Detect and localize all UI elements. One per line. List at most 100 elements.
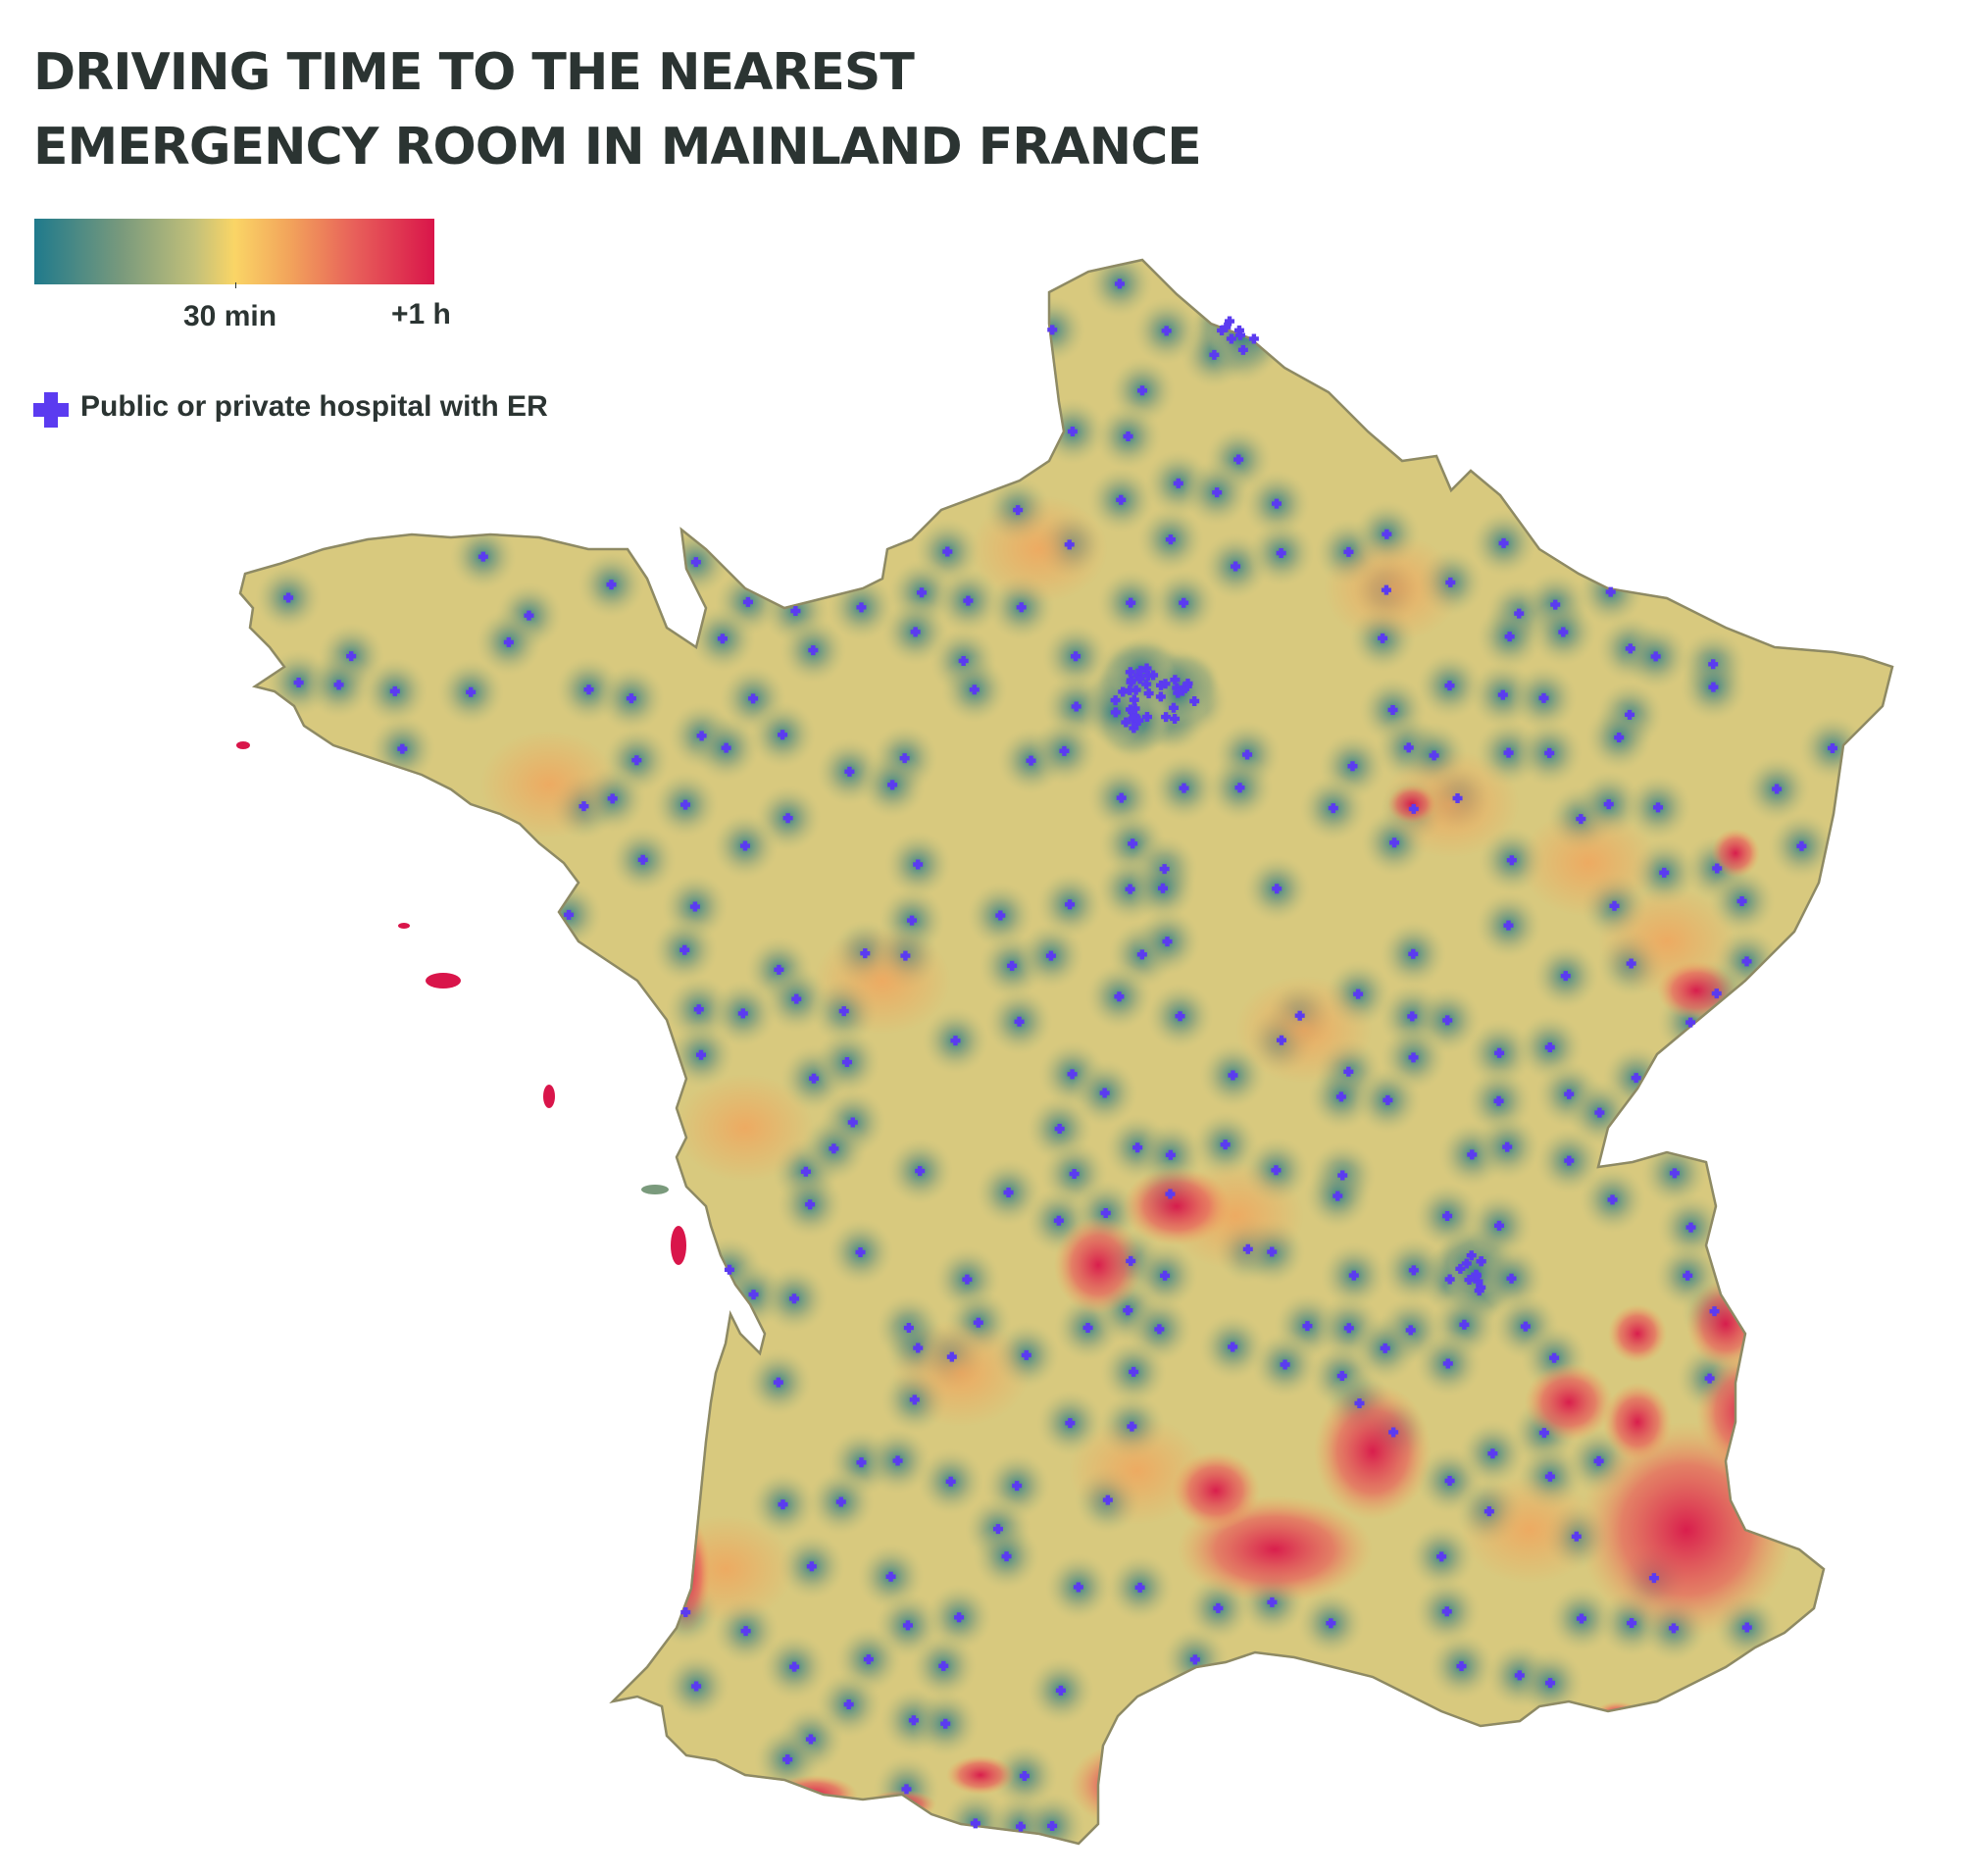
hospital-er-marker bbox=[737, 1008, 748, 1019]
hospital-er-marker bbox=[1625, 643, 1635, 654]
hospital-er-marker bbox=[1461, 1258, 1472, 1269]
hospital-er-marker bbox=[293, 678, 304, 688]
hospital-er-marker bbox=[1332, 1191, 1343, 1201]
hospital-er-marker bbox=[1276, 548, 1286, 559]
hospital-er-marker bbox=[1131, 684, 1141, 695]
hospital-er-marker bbox=[1170, 675, 1181, 685]
remote-area-hotspot bbox=[1686, 1280, 1765, 1368]
hospital-er-marker bbox=[1003, 1188, 1014, 1198]
hospital-er-marker bbox=[1408, 1265, 1419, 1276]
hospital-er-marker bbox=[860, 948, 871, 959]
hospital-er-marker bbox=[789, 1661, 800, 1672]
hospital-er-marker bbox=[1403, 742, 1414, 753]
hospital-er-marker bbox=[1026, 755, 1036, 766]
hospital-er-marker bbox=[1280, 1359, 1290, 1370]
color-scale-tick-30 bbox=[235, 282, 236, 288]
hospital-er-marker bbox=[1165, 1189, 1176, 1199]
hospital-er-marker bbox=[954, 1612, 965, 1623]
hospital-er-marker bbox=[1627, 1618, 1637, 1629]
hospital-er-marker bbox=[1158, 883, 1169, 893]
hospital-er-marker bbox=[1047, 325, 1058, 335]
hospital-er-marker bbox=[1047, 1820, 1058, 1831]
hospital-er-marker bbox=[1129, 1366, 1139, 1377]
hospital-er-marker bbox=[1110, 695, 1121, 706]
hospital-er-marker bbox=[1132, 1142, 1143, 1153]
island-noirmoutier bbox=[543, 1085, 555, 1108]
hospital-er-marker bbox=[855, 1246, 866, 1257]
hospital-er-marker bbox=[578, 801, 589, 812]
remote-area-hotspot bbox=[1069, 1741, 1206, 1829]
hospital-er-marker bbox=[1114, 991, 1125, 1002]
hospital-er-marker bbox=[1335, 1091, 1346, 1102]
hospital-er-marker bbox=[1021, 1349, 1031, 1360]
hospital-er-marker bbox=[1474, 1286, 1484, 1296]
hospital-er-marker bbox=[1071, 701, 1081, 712]
hospital-er-marker bbox=[691, 1681, 702, 1692]
hospital-er-marker bbox=[1302, 1321, 1313, 1332]
hospital-er-marker bbox=[1237, 344, 1248, 355]
hospital-er-marker bbox=[1353, 989, 1364, 999]
hospital-er-marker bbox=[946, 1351, 957, 1362]
hospital-er-marker bbox=[1128, 713, 1138, 724]
hospital-er-marker bbox=[1560, 971, 1571, 982]
hospital-er-marker bbox=[1704, 1373, 1715, 1384]
hospital-er-marker bbox=[1114, 279, 1125, 289]
hospital-er-marker bbox=[1143, 688, 1154, 699]
hospital-er-marker bbox=[806, 1561, 817, 1572]
hospital-er-marker bbox=[1626, 958, 1636, 969]
hospital-er-marker bbox=[809, 1073, 819, 1084]
hospital-er-marker bbox=[1545, 1678, 1556, 1689]
hospital-er-marker bbox=[721, 742, 731, 753]
hospital-er-marker bbox=[1059, 745, 1070, 756]
hospital-er-marker bbox=[1593, 1455, 1604, 1466]
warm-zone bbox=[892, 1319, 1030, 1427]
hospital-er-marker bbox=[774, 964, 784, 975]
warm-zone bbox=[1383, 750, 1520, 858]
island-re bbox=[641, 1185, 669, 1194]
hospital-er-marker bbox=[1436, 1551, 1447, 1562]
hospital-er-marker bbox=[1182, 678, 1193, 688]
france-land bbox=[238, 258, 1894, 1846]
hospital-er-marker bbox=[1354, 1397, 1365, 1408]
hospital-er-marker bbox=[1126, 597, 1136, 608]
hospital-er-marker bbox=[1631, 1073, 1641, 1084]
hospital-er-marker bbox=[1065, 899, 1076, 910]
hospital-er-marker bbox=[1381, 584, 1391, 595]
hospital-er-marker bbox=[1476, 1256, 1486, 1267]
hospital-er-marker bbox=[1494, 1047, 1505, 1058]
hospital-er-marker bbox=[963, 595, 974, 606]
hospital-er-marker bbox=[1267, 1597, 1278, 1607]
remote-area-hotspot bbox=[1603, 1383, 1672, 1461]
hospital-er-marker bbox=[1135, 665, 1146, 676]
hospital-er-marker bbox=[1827, 742, 1837, 753]
warm-zone bbox=[1324, 534, 1461, 642]
hospital-er-marker bbox=[1248, 333, 1259, 344]
island-groix bbox=[398, 923, 410, 929]
hospital-er-marker bbox=[1607, 1194, 1618, 1205]
hospital-er-marker bbox=[1294, 1010, 1305, 1021]
hospital-er-marker bbox=[1483, 1506, 1494, 1517]
remote-area-hotspot bbox=[1054, 1216, 1142, 1314]
warm-zone bbox=[971, 495, 1108, 603]
hospital-er-marker bbox=[1544, 1041, 1555, 1052]
hospital-er-marker bbox=[1154, 1324, 1165, 1335]
hospital-er-marker bbox=[397, 743, 408, 754]
hospital-er-marker bbox=[1708, 682, 1719, 692]
remote-area-hotspot bbox=[1657, 961, 1735, 1020]
hospital-er-marker bbox=[1455, 1263, 1466, 1274]
hospital-er-marker bbox=[901, 1784, 912, 1795]
title-line-1: DRIVING TIME TO THE NEAREST bbox=[33, 43, 915, 102]
hospital-er-marker bbox=[1016, 602, 1027, 613]
hospital-er-marker bbox=[1441, 1606, 1452, 1617]
hospital-er-marker bbox=[1564, 1089, 1575, 1099]
hospital-er-marker bbox=[1123, 1305, 1133, 1316]
hospital-er-marker bbox=[838, 1006, 849, 1017]
hospital-er-marker bbox=[1408, 948, 1419, 959]
hospital-er-marker bbox=[1603, 799, 1614, 810]
remote-area-hotspot bbox=[1459, 358, 1483, 407]
hospital-er-marker bbox=[1069, 1169, 1080, 1180]
hospital-er-marker bbox=[637, 854, 648, 865]
hospital-er-marker bbox=[696, 1049, 707, 1060]
remote-area-hotspot bbox=[1696, 1353, 1794, 1471]
hospital-er-marker bbox=[1234, 783, 1245, 793]
